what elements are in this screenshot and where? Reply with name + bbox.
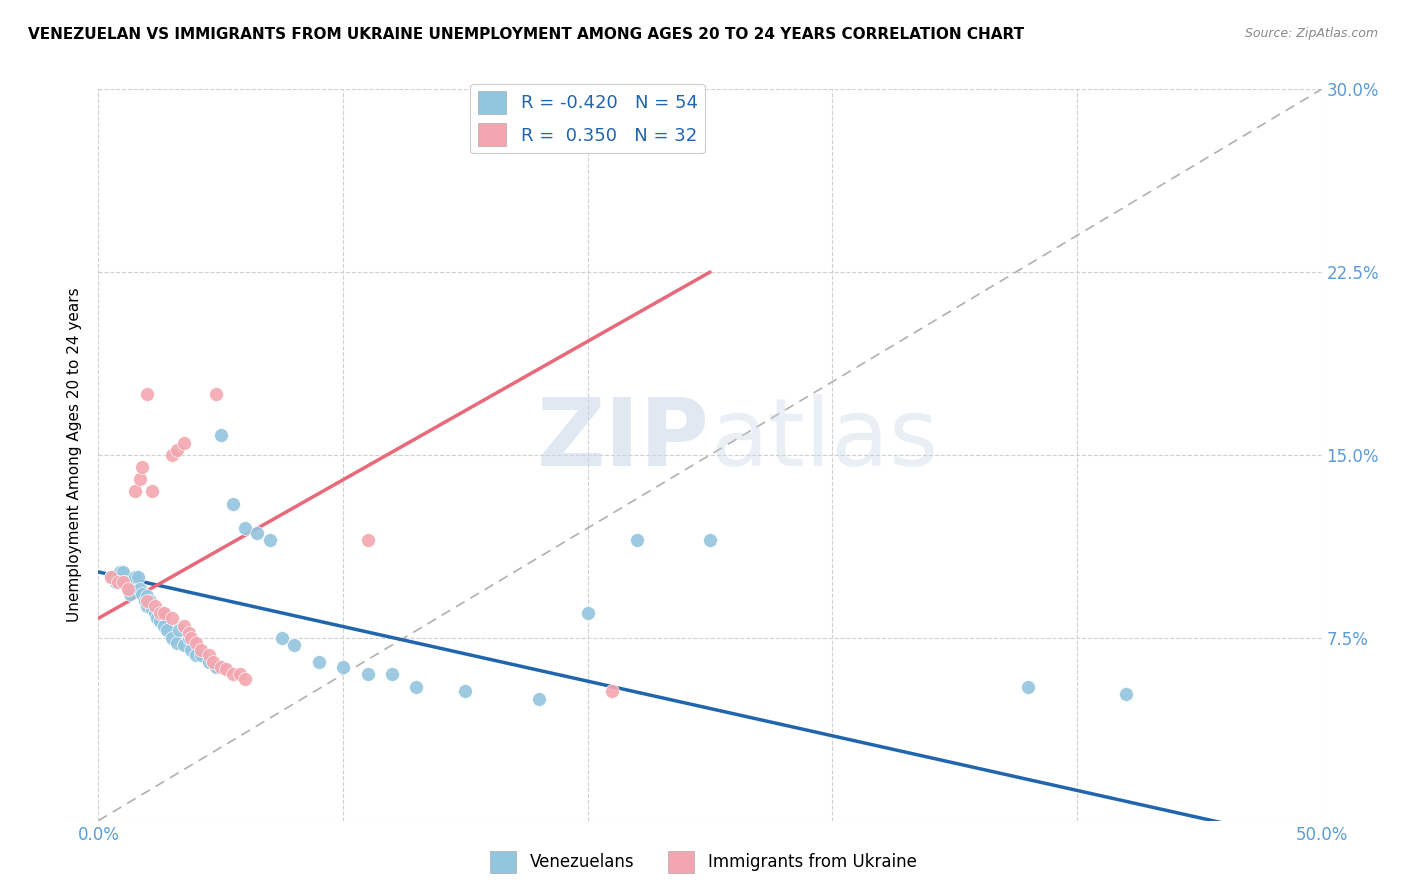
- Point: [111, 574, 134, 589]
- Point: [180, 643, 202, 657]
- Point: [222, 667, 245, 681]
- Point: [233, 672, 256, 686]
- Point: [111, 570, 134, 584]
- Point: [699, 533, 721, 548]
- Point: [233, 521, 256, 535]
- Point: [259, 533, 281, 548]
- Point: [209, 660, 232, 674]
- Point: [173, 618, 195, 632]
- Point: [190, 648, 212, 662]
- Point: [124, 570, 146, 584]
- Point: [177, 631, 200, 645]
- Point: [197, 655, 219, 669]
- Point: [180, 631, 202, 645]
- Text: atlas: atlas: [710, 394, 938, 486]
- Point: [270, 631, 294, 645]
- Point: [143, 599, 166, 613]
- Point: [136, 387, 159, 401]
- Point: [576, 607, 599, 621]
- Point: [527, 691, 550, 706]
- Point: [131, 460, 153, 475]
- Point: [153, 618, 176, 632]
- Point: [143, 607, 166, 621]
- Point: [186, 635, 208, 649]
- Point: [149, 614, 172, 628]
- Point: [153, 607, 176, 621]
- Point: [127, 570, 149, 584]
- Point: [117, 582, 139, 596]
- Point: [114, 574, 136, 589]
- Text: ZIP: ZIP: [537, 394, 710, 486]
- Point: [190, 643, 212, 657]
- Point: [129, 472, 152, 486]
- Point: [381, 667, 404, 681]
- Point: [186, 648, 208, 662]
- Legend: Venezuelans, Immigrants from Ukraine: Venezuelans, Immigrants from Ukraine: [482, 845, 924, 880]
- Point: [141, 601, 163, 615]
- Point: [1017, 680, 1039, 694]
- Point: [136, 594, 159, 608]
- Text: VENEZUELAN VS IMMIGRANTS FROM UKRAINE UNEMPLOYMENT AMONG AGES 20 TO 24 YEARS COR: VENEZUELAN VS IMMIGRANTS FROM UKRAINE UN…: [28, 27, 1024, 42]
- Point: [124, 484, 146, 499]
- Point: [139, 594, 162, 608]
- Point: [177, 626, 200, 640]
- Point: [107, 570, 129, 584]
- Point: [229, 667, 252, 681]
- Point: [100, 570, 122, 584]
- Point: [308, 655, 330, 669]
- Point: [104, 574, 127, 589]
- Point: [150, 607, 173, 621]
- Point: [149, 607, 172, 621]
- Legend: R = -0.420   N = 54, R =  0.350   N = 32: R = -0.420 N = 54, R = 0.350 N = 32: [471, 84, 704, 153]
- Point: [205, 660, 228, 674]
- Point: [600, 684, 623, 698]
- Point: [120, 587, 142, 601]
- Point: [141, 484, 163, 499]
- Point: [100, 570, 122, 584]
- Point: [197, 648, 219, 662]
- Point: [1115, 687, 1137, 701]
- Point: [246, 525, 269, 540]
- Point: [129, 582, 152, 596]
- Point: [136, 599, 159, 613]
- Point: [214, 663, 236, 677]
- Point: [121, 574, 143, 589]
- Point: [209, 428, 232, 442]
- Point: [356, 533, 378, 548]
- Point: [131, 587, 153, 601]
- Point: [283, 638, 305, 652]
- Point: [117, 582, 139, 596]
- Point: [626, 533, 648, 548]
- Point: [110, 565, 132, 579]
- Point: [166, 443, 188, 458]
- Point: [136, 590, 159, 604]
- Point: [134, 594, 156, 608]
- Point: [173, 435, 195, 450]
- Point: [146, 611, 169, 625]
- Point: [205, 387, 228, 401]
- Point: [156, 624, 179, 638]
- Point: [160, 631, 183, 645]
- Point: [454, 684, 477, 698]
- Y-axis label: Unemployment Among Ages 20 to 24 years: Unemployment Among Ages 20 to 24 years: [67, 287, 83, 623]
- Point: [222, 497, 245, 511]
- Point: [173, 638, 195, 652]
- Point: [405, 680, 427, 694]
- Point: [166, 635, 188, 649]
- Point: [107, 574, 129, 589]
- Point: [356, 667, 378, 681]
- Point: [160, 611, 183, 625]
- Point: [167, 624, 190, 638]
- Point: [111, 565, 134, 579]
- Point: [332, 660, 354, 674]
- Point: [160, 448, 183, 462]
- Point: [202, 655, 225, 669]
- Text: Source: ZipAtlas.com: Source: ZipAtlas.com: [1244, 27, 1378, 40]
